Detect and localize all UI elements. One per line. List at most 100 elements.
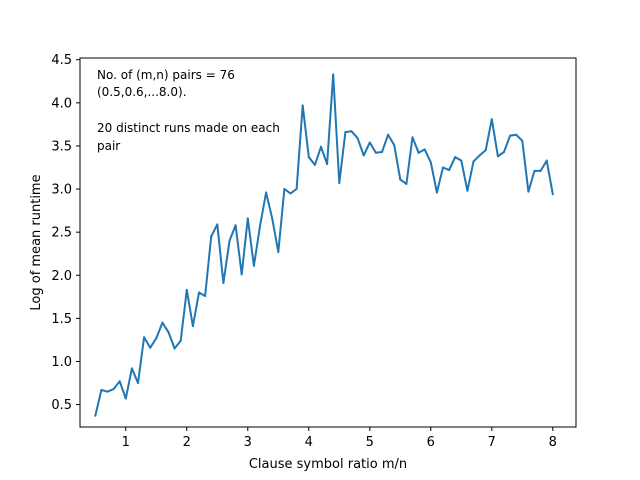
- data-point: [240, 273, 243, 276]
- data-point: [222, 282, 225, 285]
- data-point: [545, 159, 548, 162]
- data-point: [326, 163, 329, 166]
- data-point: [216, 223, 219, 226]
- data-point: [307, 156, 310, 159]
- x-tick-label: 6: [427, 435, 435, 450]
- data-point: [411, 136, 414, 139]
- data-point: [191, 325, 194, 328]
- annotation-line-2: (0.5,0.6,...8.0).: [97, 85, 187, 99]
- data-points: [94, 73, 554, 417]
- data-point: [387, 133, 390, 136]
- data-point: [124, 397, 127, 400]
- annotation-line-1: No. of (m,n) pairs = 76: [97, 68, 235, 82]
- series-line: [94, 73, 554, 417]
- data-point: [350, 130, 353, 133]
- x-tick-label: 3: [244, 435, 252, 450]
- data-point: [204, 294, 207, 297]
- data-point: [106, 390, 109, 393]
- data-point: [130, 367, 133, 370]
- data-point: [423, 148, 426, 151]
- x-tick-label: 5: [366, 435, 374, 450]
- data-point: [496, 155, 499, 158]
- data-point: [454, 156, 457, 159]
- data-point: [539, 169, 542, 172]
- data-point: [271, 217, 274, 220]
- data-point: [429, 161, 432, 164]
- y-tick-label: 0.5: [51, 398, 72, 413]
- data-point: [136, 382, 139, 385]
- y-axis-label: Log of mean runtime: [29, 174, 44, 310]
- y-tick-label: 2.5: [51, 226, 72, 241]
- data-point: [478, 154, 481, 157]
- annotation-line-4: pair: [97, 139, 120, 153]
- data-point: [319, 145, 322, 148]
- data-point: [551, 193, 554, 196]
- data-point: [338, 182, 341, 185]
- y-axis: 0.5 1.0 1.5 2.0 2.5 3.0 3.5 4.0 4.5: [51, 53, 80, 413]
- data-point: [179, 339, 182, 342]
- data-point: [246, 217, 249, 220]
- data-point: [283, 188, 286, 191]
- data-point: [100, 388, 103, 391]
- y-tick-label: 1.5: [51, 312, 72, 327]
- data-point: [466, 189, 469, 192]
- data-point: [448, 169, 451, 172]
- y-tick-label: 3.0: [51, 183, 72, 198]
- data-point: [417, 151, 420, 154]
- data-point: [435, 191, 438, 194]
- y-tick-label: 4.5: [51, 53, 72, 68]
- data-point: [368, 141, 371, 144]
- data-point: [252, 264, 255, 267]
- x-tick-label: 1: [122, 435, 130, 450]
- data-point: [460, 159, 463, 162]
- data-point: [521, 139, 524, 142]
- data-point: [118, 380, 121, 383]
- data-point: [143, 336, 146, 339]
- plot-area: [79, 57, 577, 428]
- data-point: [344, 131, 347, 134]
- data-point: [472, 160, 475, 163]
- data-point: [527, 190, 530, 193]
- data-point: [94, 414, 97, 417]
- data-point: [515, 133, 518, 136]
- x-axis: 1 2 3 4 5 6 7 8: [122, 427, 557, 450]
- data-point: [265, 191, 268, 194]
- data-point: [356, 137, 359, 140]
- data-point: [185, 288, 188, 291]
- data-point: [228, 239, 231, 242]
- data-point: [112, 388, 115, 391]
- data-point: [362, 154, 365, 157]
- data-point: [173, 347, 176, 350]
- y-tick-label: 2.0: [51, 269, 72, 284]
- data-point: [277, 250, 280, 253]
- y-tick-label: 3.5: [51, 139, 72, 154]
- data-point: [374, 151, 377, 154]
- data-point: [490, 118, 493, 121]
- x-tick-label: 4: [305, 435, 313, 450]
- x-tick-label: 7: [488, 435, 496, 450]
- data-point: [399, 178, 402, 181]
- y-tick-label: 4.0: [51, 96, 72, 111]
- data-point: [484, 149, 487, 152]
- data-point: [197, 291, 200, 294]
- y-tick-label: 1.0: [51, 355, 72, 370]
- data-point: [210, 235, 213, 238]
- x-tick-label: 8: [549, 435, 557, 450]
- data-point: [234, 224, 237, 227]
- data-point: [295, 188, 298, 191]
- data-point: [167, 331, 170, 334]
- data-point: [155, 337, 158, 340]
- data-point: [533, 169, 536, 172]
- data-point: [380, 150, 383, 153]
- x-tick-label: 2: [183, 435, 191, 450]
- data-point: [258, 225, 261, 228]
- data-point: [332, 73, 335, 76]
- data-point: [149, 346, 152, 349]
- data-point: [509, 134, 512, 137]
- data-point: [161, 321, 164, 324]
- data-point: [405, 182, 408, 185]
- data-point: [503, 150, 506, 153]
- x-axis-label: Clause symbol ratio m/n: [249, 457, 407, 472]
- data-point: [301, 104, 304, 107]
